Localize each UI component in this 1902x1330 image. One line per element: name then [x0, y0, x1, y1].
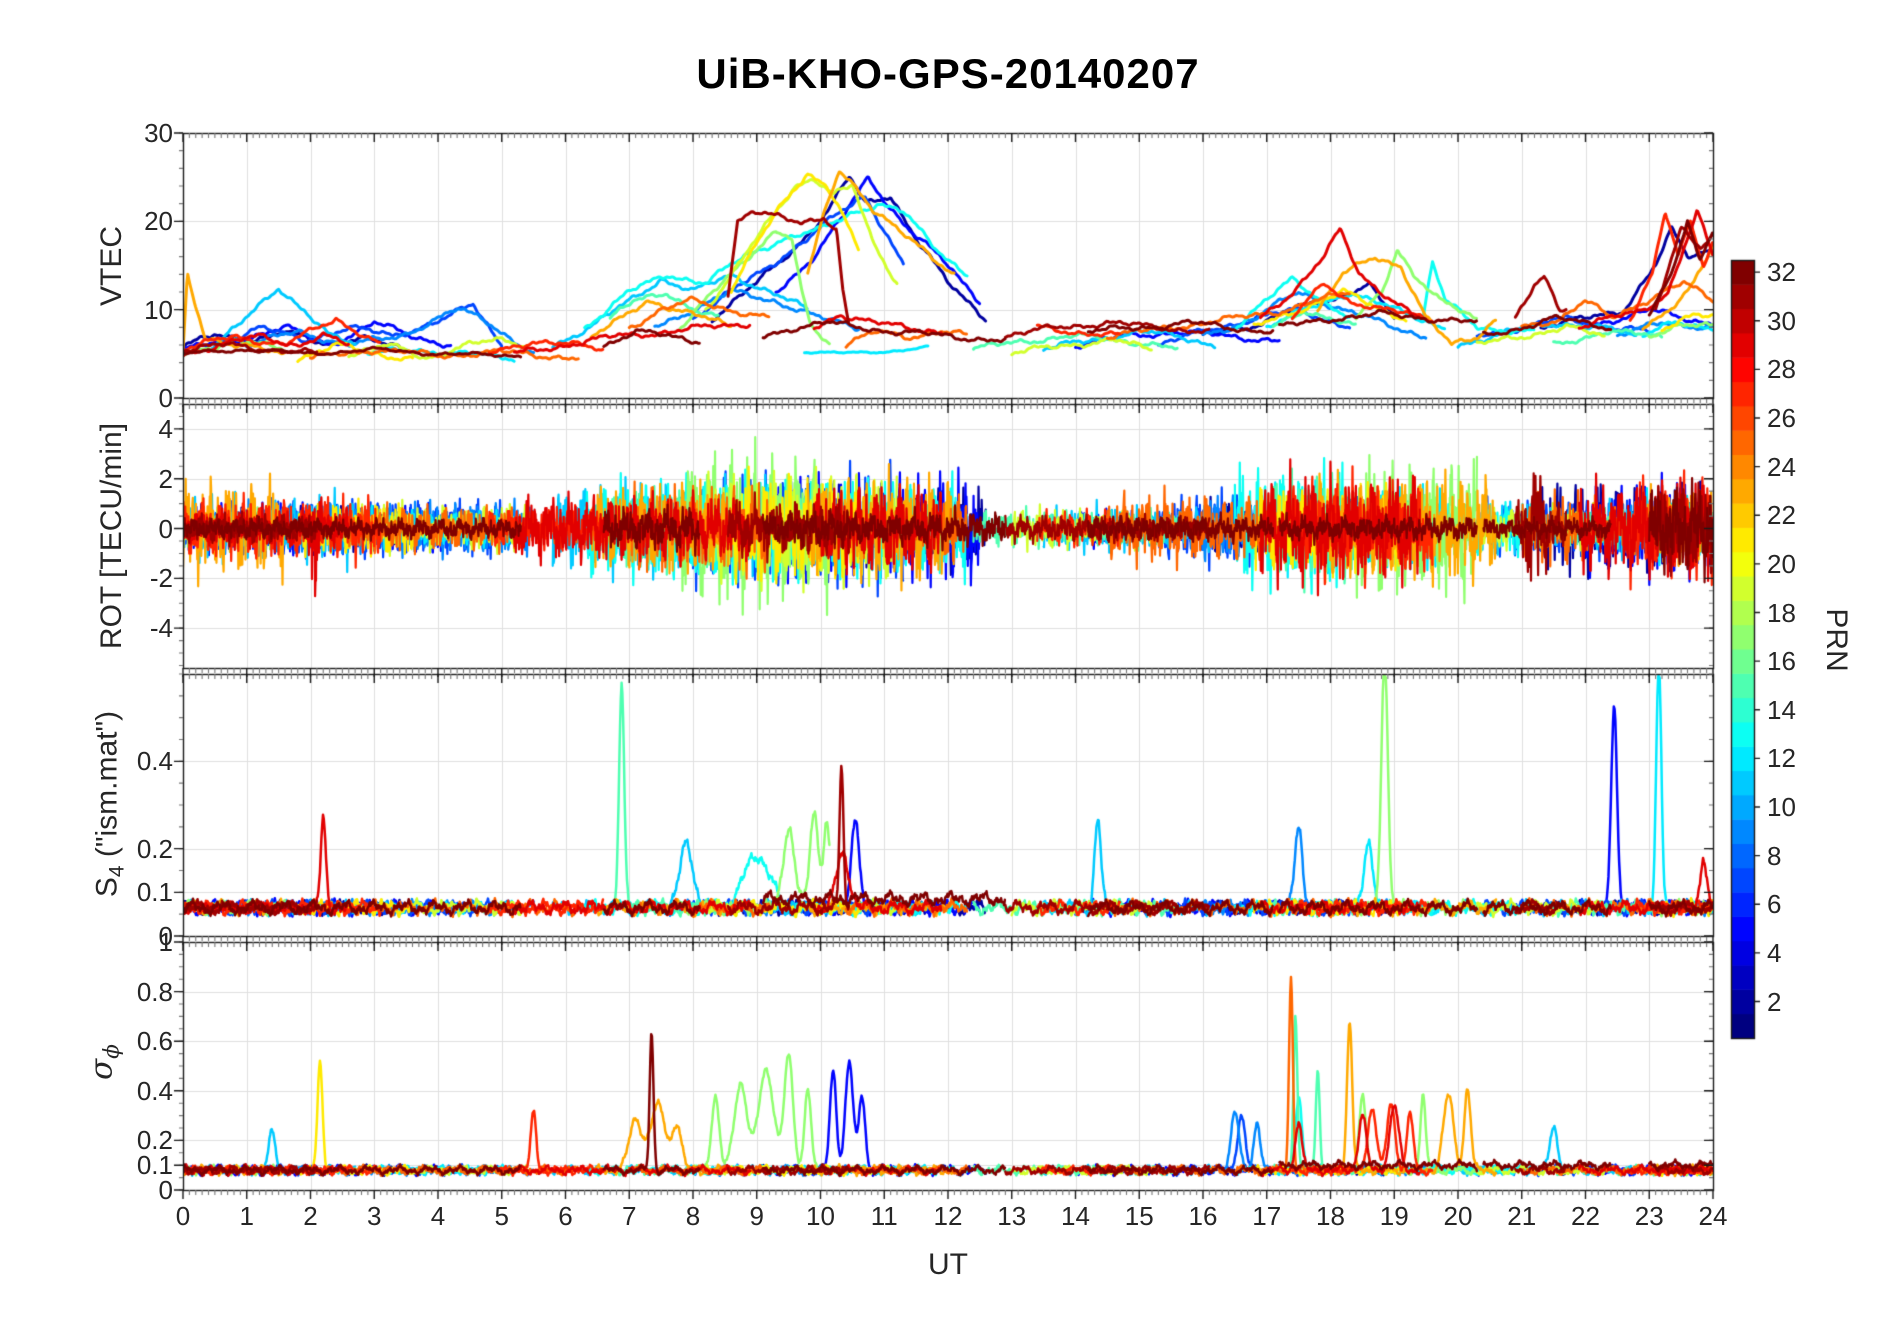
colorbar-tick-label: 8 — [1767, 840, 1782, 871]
x-tick-label: 22 — [1571, 1201, 1600, 1231]
y-tick-label-vtec: 20 — [144, 206, 173, 237]
x-tick-label: 11 — [870, 1201, 898, 1231]
y-tick-label-sigma: 0.2 — [136, 1125, 173, 1156]
colorbar-tick-label: 28 — [1767, 354, 1796, 385]
y-tick-label-s4: 0 — [158, 921, 173, 951]
x-tick-label: 2 — [303, 1201, 318, 1231]
ylabel-s4: S4 ("ism.mat") — [91, 711, 130, 897]
colorbar-tick-label: 4 — [1767, 937, 1782, 968]
x-tick-label: 21 — [1507, 1201, 1537, 1231]
colorbar-tick-label: 20 — [1767, 548, 1796, 579]
y-tick-label-rot: 0 — [158, 513, 173, 544]
x-tick-label: 1 — [239, 1201, 254, 1231]
colorbar-tick-label: 12 — [1767, 743, 1796, 774]
x-tick-label: 9 — [749, 1201, 764, 1231]
x-tick-label: 23 — [1634, 1201, 1664, 1231]
chart-title: UiB-KHO-GPS-20140207 — [696, 50, 1200, 97]
y-tick-label-rot: 2 — [158, 463, 173, 494]
y-tick-label-s4: 0.2 — [136, 833, 173, 864]
y-tick-label-sigma: 0.6 — [136, 1026, 173, 1057]
y-tick-label-s4: 0.1 — [136, 877, 173, 908]
x-tick-label: 18 — [1316, 1201, 1345, 1231]
x-tick-label: 3 — [367, 1201, 382, 1231]
x-tick-label: 20 — [1443, 1201, 1473, 1231]
colorbar-tick-label: 26 — [1767, 403, 1796, 434]
y-tick-label-sigma: 1 — [158, 927, 173, 957]
colorbar-tick-label: 6 — [1767, 889, 1782, 920]
x-tick-label: 13 — [997, 1201, 1027, 1231]
colorbar-tick-label: 2 — [1767, 986, 1782, 1017]
x-tick-label: 24 — [1698, 1201, 1728, 1231]
x-tick-label: 5 — [494, 1201, 509, 1231]
x-tick-label: 6 — [558, 1201, 573, 1231]
x-tick-label: 17 — [1252, 1201, 1282, 1231]
x-tick-label: 7 — [622, 1201, 637, 1231]
y-tick-label-sigma: 0 — [158, 1175, 173, 1205]
colorbar-tick-label: 30 — [1767, 305, 1796, 336]
y-tick-label-rot: 4 — [158, 413, 173, 444]
x-tick-label: 4 — [430, 1201, 446, 1231]
y-tick-label-s4: 0.4 — [136, 746, 173, 777]
y-tick-label-rot: -4 — [149, 613, 173, 644]
x-tick-label: 15 — [1124, 1201, 1154, 1231]
colorbar-tick-label: 32 — [1767, 257, 1796, 288]
colorbar-tick-label: 22 — [1767, 500, 1796, 531]
x-tick-label: 10 — [806, 1201, 835, 1231]
x-tick-label: 8 — [685, 1201, 701, 1231]
y-tick-label-sigma: 0.8 — [136, 976, 173, 1007]
x-tick-label: 14 — [1061, 1201, 1090, 1231]
x-tick-label: 12 — [933, 1201, 963, 1231]
colorbar-tick-label: 16 — [1767, 646, 1796, 677]
y-tick-label-vtec: 0 — [158, 383, 173, 413]
x-tick-label: 19 — [1379, 1201, 1409, 1231]
colorbar-tick-label: 14 — [1767, 694, 1796, 725]
x-tick-label: 16 — [1188, 1201, 1218, 1231]
y-tick-label-sigma: 0.4 — [136, 1075, 173, 1106]
y-tick-label-rot: -2 — [149, 563, 173, 594]
x-tick-label: 0 — [175, 1201, 191, 1231]
y-tick-label-vtec: 10 — [144, 294, 173, 325]
colorbar-tick-label: 10 — [1767, 792, 1796, 823]
x-axis-label: UT — [928, 1248, 968, 1281]
colorbar-tick-label: 24 — [1767, 451, 1796, 482]
y-tick-label-vtec: 30 — [144, 118, 173, 148]
y-tick-label-sigma: 0.1 — [136, 1150, 173, 1181]
colorbar-tick-label: 18 — [1767, 597, 1796, 628]
